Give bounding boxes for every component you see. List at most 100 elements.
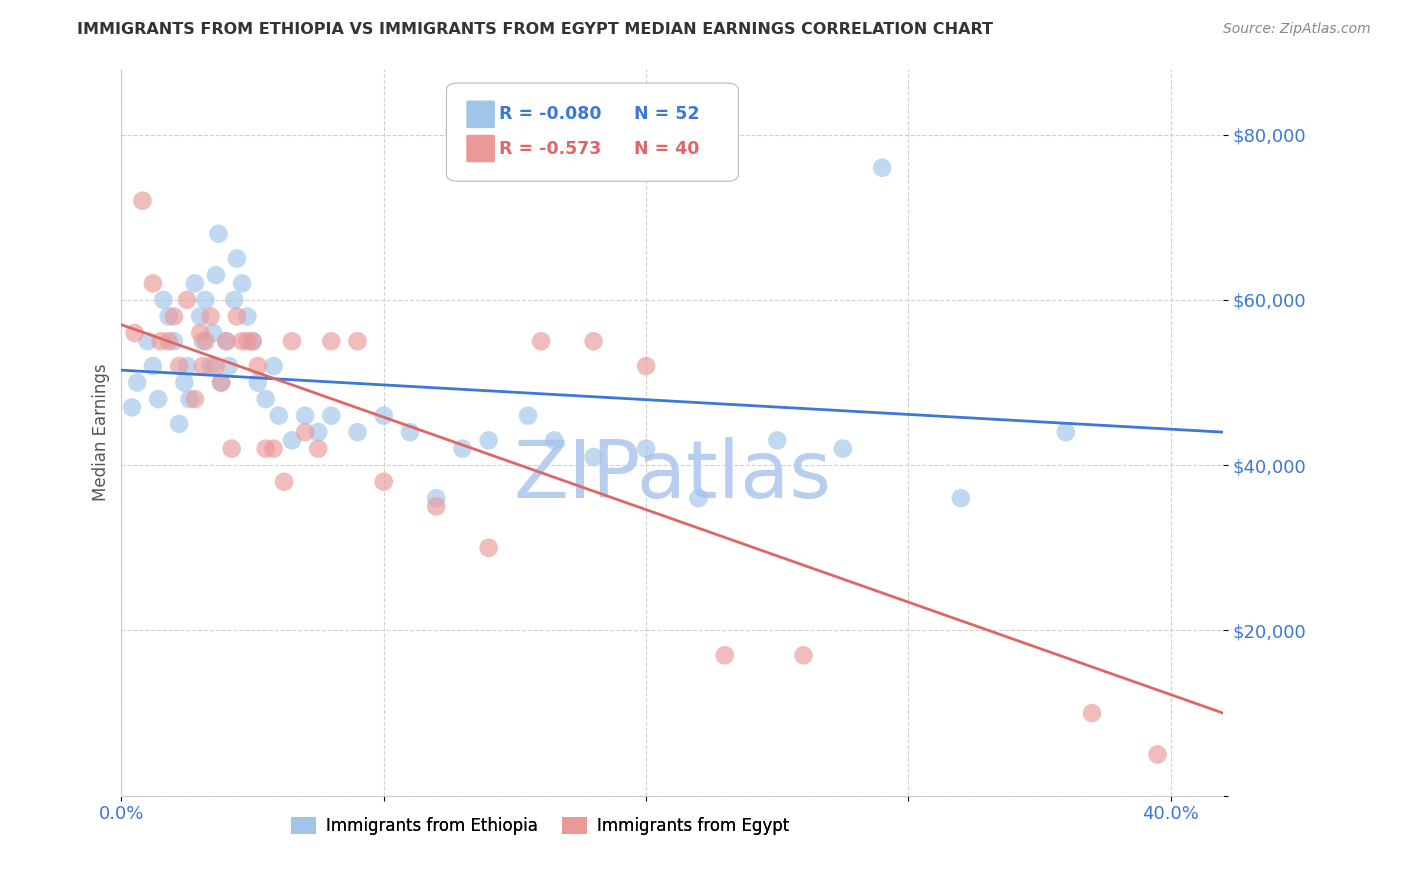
Point: [373, 475, 395, 489]
Point: [218, 359, 240, 373]
Point: [225, 252, 247, 266]
Point: [179, 392, 201, 406]
Point: [766, 434, 789, 448]
Point: [451, 442, 474, 456]
Point: [263, 359, 285, 373]
Point: [157, 334, 180, 349]
Text: R = -0.573: R = -0.573: [499, 139, 602, 158]
Point: [167, 359, 190, 373]
Point: [209, 376, 232, 390]
Point: [478, 541, 501, 555]
Point: [1054, 425, 1077, 439]
Point: [582, 450, 605, 464]
Point: [167, 417, 190, 431]
Point: [188, 326, 211, 340]
FancyBboxPatch shape: [467, 135, 495, 162]
Point: [582, 334, 605, 349]
Point: [478, 434, 501, 448]
Point: [373, 409, 395, 423]
Point: [543, 434, 565, 448]
Point: [142, 277, 165, 291]
Point: [205, 268, 228, 282]
Point: [870, 161, 893, 175]
Point: [949, 491, 972, 506]
Point: [224, 293, 246, 307]
Point: [254, 442, 277, 456]
Point: [281, 434, 304, 448]
FancyBboxPatch shape: [447, 83, 738, 181]
Point: [146, 392, 169, 406]
Point: [246, 376, 269, 390]
Point: [163, 310, 186, 324]
Point: [425, 500, 447, 514]
Text: Source: ZipAtlas.com: Source: ZipAtlas.com: [1223, 22, 1371, 37]
Point: [346, 425, 368, 439]
Point: [207, 227, 229, 241]
Point: [1081, 706, 1104, 720]
Legend: Immigrants from Ethiopia, Immigrants from Egypt: Immigrants from Ethiopia, Immigrants fro…: [284, 811, 796, 842]
Point: [200, 359, 222, 373]
Point: [242, 334, 264, 349]
Point: [321, 334, 343, 349]
Point: [191, 334, 214, 349]
Point: [399, 425, 422, 439]
Point: [267, 409, 290, 423]
Point: [831, 442, 853, 456]
Point: [231, 277, 253, 291]
Point: [346, 334, 368, 349]
Point: [792, 648, 814, 663]
Point: [205, 359, 228, 373]
Point: [209, 376, 232, 390]
Point: [294, 425, 316, 439]
Point: [321, 409, 343, 423]
Point: [202, 326, 225, 340]
Point: [294, 409, 316, 423]
Point: [173, 376, 195, 390]
Point: [231, 334, 253, 349]
Point: [246, 359, 269, 373]
Point: [176, 359, 198, 373]
Point: [136, 334, 159, 349]
Point: [263, 442, 285, 456]
Y-axis label: Median Earnings: Median Earnings: [93, 363, 110, 501]
Point: [184, 277, 207, 291]
Point: [149, 334, 172, 349]
Point: [1146, 747, 1168, 762]
Point: [184, 392, 207, 406]
Point: [225, 310, 247, 324]
FancyBboxPatch shape: [467, 101, 495, 128]
Point: [425, 491, 447, 506]
Point: [254, 392, 277, 406]
Text: N = 52: N = 52: [634, 105, 699, 123]
Point: [152, 293, 174, 307]
Point: [163, 334, 186, 349]
Text: IMMIGRANTS FROM ETHIOPIA VS IMMIGRANTS FROM EGYPT MEDIAN EARNINGS CORRELATION CH: IMMIGRANTS FROM ETHIOPIA VS IMMIGRANTS F…: [77, 22, 993, 37]
Text: R = -0.080: R = -0.080: [499, 105, 602, 123]
Point: [142, 359, 165, 373]
Point: [127, 376, 149, 390]
Point: [194, 334, 217, 349]
Point: [188, 310, 211, 324]
Point: [221, 442, 243, 456]
Point: [307, 442, 329, 456]
Point: [194, 293, 217, 307]
Point: [242, 334, 264, 349]
Point: [688, 491, 710, 506]
Point: [307, 425, 329, 439]
Point: [273, 475, 295, 489]
Point: [200, 310, 222, 324]
Point: [215, 334, 238, 349]
Point: [176, 293, 198, 307]
Text: ZIPatlas: ZIPatlas: [513, 437, 831, 515]
Point: [191, 359, 214, 373]
Point: [530, 334, 553, 349]
Point: [636, 359, 658, 373]
Point: [157, 310, 180, 324]
Point: [713, 648, 735, 663]
Text: N = 40: N = 40: [634, 139, 699, 158]
Point: [281, 334, 304, 349]
Point: [131, 194, 153, 208]
Point: [121, 401, 143, 415]
Point: [517, 409, 540, 423]
Point: [215, 334, 238, 349]
